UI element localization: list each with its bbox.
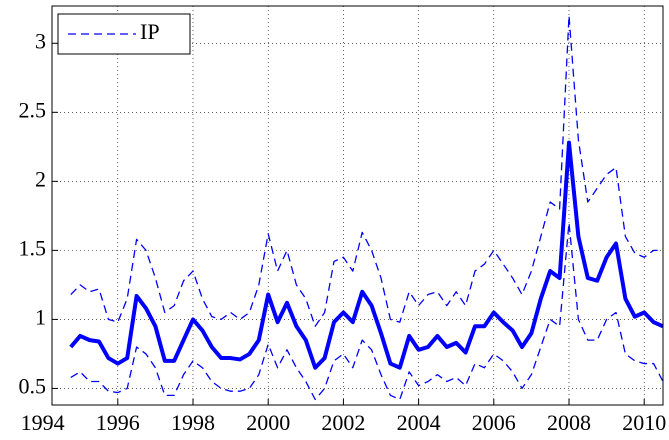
series-line bbox=[69, 140, 664, 370]
y-tick-label: 1 bbox=[35, 304, 46, 329]
y-tick-label: 0.5 bbox=[19, 373, 47, 398]
plot-area bbox=[52, 6, 663, 405]
x-tick-label: 2000 bbox=[246, 410, 290, 435]
x-tick-label: 1994 bbox=[21, 410, 65, 435]
axes-box bbox=[51, 5, 664, 406]
y-tick-label: 2.5 bbox=[19, 97, 47, 122]
x-tick-label: 2004 bbox=[397, 410, 441, 435]
x-tick-label: 1996 bbox=[96, 410, 140, 435]
series-line bbox=[70, 15, 663, 327]
x-tick-label: 2002 bbox=[321, 410, 365, 435]
x-tick-label: 2010 bbox=[622, 410, 666, 435]
series-line bbox=[70, 222, 664, 401]
y-tick-label: 2 bbox=[35, 166, 46, 191]
y-tick-label: 3 bbox=[35, 28, 46, 53]
x-tick-label: 1998 bbox=[171, 410, 215, 435]
y-tick-label: 1.5 bbox=[19, 235, 47, 260]
legend-label: IP bbox=[140, 19, 160, 44]
x-tick-label: 2006 bbox=[472, 410, 516, 435]
x-tick-label: 2008 bbox=[547, 410, 591, 435]
